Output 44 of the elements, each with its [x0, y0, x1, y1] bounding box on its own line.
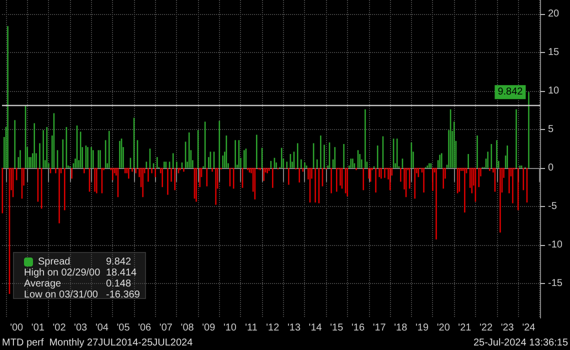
y-tick-label: 15 — [548, 46, 560, 58]
y-tick-label: 5 — [548, 124, 554, 135]
annotation: High on 02/29/00 — [24, 268, 101, 278]
x-tick-label: '02 — [52, 322, 66, 334]
x-tick-label: '05 — [116, 322, 130, 334]
legend-label: Spread — [38, 256, 70, 268]
y-tick-label: -15 — [548, 278, 563, 289]
x-tick-label: '24 — [522, 322, 536, 334]
annotation: 0.148 — [106, 278, 132, 290]
x-tick-label: '17 — [372, 322, 386, 334]
x-tick-label: '04 — [95, 322, 109, 334]
x-tick-label: '07 — [159, 322, 173, 334]
y-tick-label: -10 — [548, 239, 563, 250]
y-tick-label: 10 — [548, 85, 560, 96]
text: MTD perf Monthly 27JUL2014-25JUL2024 — [2, 338, 194, 348]
y-tick-label: 20 — [548, 8, 560, 20]
annotation: Low on 03/31/00 — [24, 290, 98, 300]
x-tick-label: '03 — [74, 322, 88, 334]
x-tick-label: '18 — [394, 322, 408, 334]
x-tick-label: '12 — [266, 322, 280, 334]
x-tick-label: '08 — [180, 322, 194, 334]
annotation: 18.414 — [106, 268, 138, 278]
x-tick-label: '21 — [458, 322, 472, 334]
annotation: -16.369 — [106, 290, 140, 300]
x-tick-label: '22 — [479, 322, 493, 334]
x-tick-label: '00 — [10, 322, 24, 334]
x-tick-label: '09 — [202, 322, 216, 334]
x-tick-label: '19 — [415, 322, 429, 334]
text: 25-Jul-2024 13:36:15 — [473, 338, 568, 348]
x-tick-label: '11 — [245, 322, 258, 334]
x-tick-label: '20 — [436, 322, 450, 334]
x-tick-label: '13 — [287, 322, 301, 334]
x-tick-label: '10 — [223, 322, 237, 334]
annotation: 9.842 — [498, 86, 524, 98]
y-tick-label: -5 — [548, 200, 558, 212]
annotation: 9.842 — [106, 256, 132, 268]
x-tick-label: '01 — [31, 322, 45, 334]
x-tick-label: '16 — [351, 322, 365, 334]
annotation: Average — [24, 278, 62, 290]
x-tick-label: '15 — [330, 322, 344, 334]
x-tick-label: '14 — [308, 322, 322, 334]
y-tick-label: 0 — [548, 162, 554, 174]
x-tick-label: '23 — [500, 322, 514, 334]
x-tick-label: '06 — [138, 322, 152, 334]
